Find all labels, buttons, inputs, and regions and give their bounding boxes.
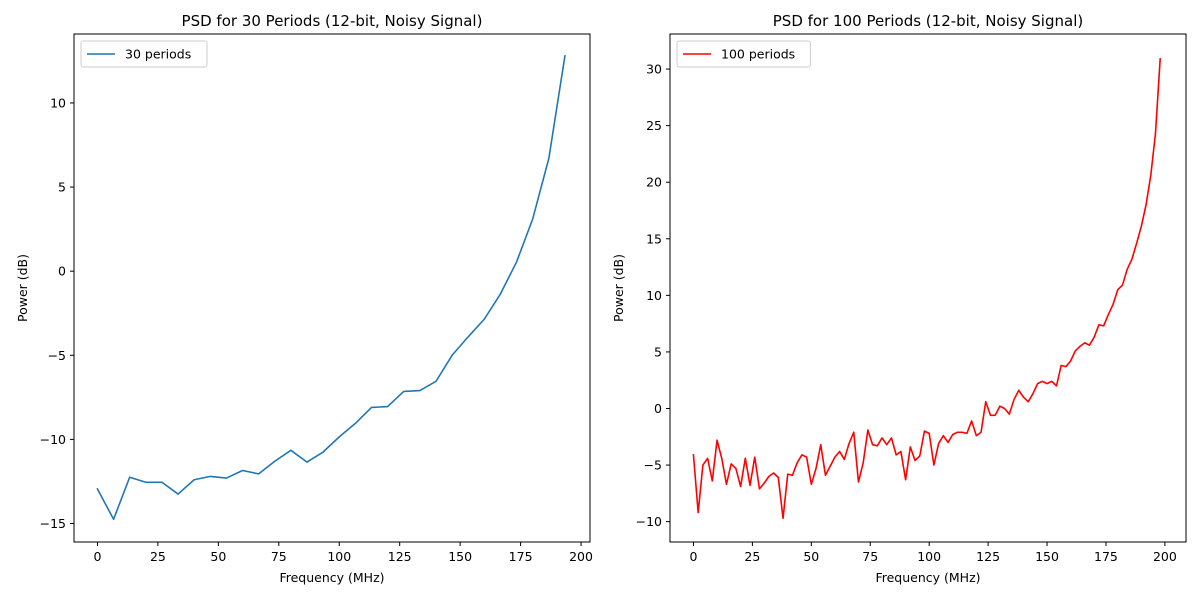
y-tick-label: 10 — [646, 288, 662, 303]
x-tick-label: 50 — [210, 549, 226, 564]
x-tick-label: 25 — [744, 549, 760, 564]
x-tick-label: 125 — [388, 549, 412, 564]
y-tick-label: 30 — [646, 62, 662, 77]
legend-label: 30 periods — [125, 47, 191, 62]
x-tick-label: 75 — [271, 549, 287, 564]
axes-border — [73, 33, 591, 543]
chart-30-periods: PSD for 30 Periods (12-bit, Noisy Signal… — [15, 12, 593, 585]
y-tick-label: 15 — [646, 231, 662, 246]
legend-label: 100 periods — [721, 47, 795, 62]
y-tick-label: −5 — [644, 458, 662, 473]
x-tick-label: 100 — [327, 549, 351, 564]
x-axis-label: Frequency (MHz) — [279, 570, 384, 585]
legend-box — [676, 40, 811, 68]
y-tick-label: −5 — [48, 348, 66, 363]
y-tick-label: −10 — [636, 514, 662, 529]
y-tick-label: 0 — [654, 401, 662, 416]
tick-group: 0 25 50 75 100 125 150 175 200 −15 −10 −5 0 5 10 — [40, 95, 593, 564]
x-tick-label: 50 — [803, 549, 819, 564]
x-axis-label: Frequency (MHz) — [875, 570, 980, 585]
series-line — [96, 54, 566, 521]
y-tick-label: 20 — [646, 175, 662, 190]
plot-lines — [692, 58, 1162, 520]
y-tick-label: 25 — [646, 118, 662, 133]
x-tick-label: 175 — [1094, 549, 1118, 564]
y-tick-label: 5 — [58, 180, 66, 195]
x-tick-label: 125 — [976, 549, 1000, 564]
x-tick-label: 200 — [1153, 549, 1177, 564]
series-line — [692, 58, 1162, 520]
x-tick-label: 175 — [509, 549, 533, 564]
y-axis-label: Power (dB) — [611, 254, 626, 322]
chart-100-periods: PSD for 100 Periods (12-bit, Noisy Signa… — [611, 12, 1187, 585]
x-tick-label: 100 — [917, 549, 941, 564]
axes-frame — [73, 33, 591, 543]
x-tick-label: 75 — [862, 549, 878, 564]
chart-title: PSD for 100 Periods (12-bit, Noisy Signa… — [773, 12, 1083, 30]
y-tick-label: 5 — [654, 344, 662, 359]
axes-border — [669, 33, 1187, 543]
y-tick-label: −15 — [40, 516, 66, 531]
y-tick-label: −10 — [40, 432, 66, 447]
y-tick-label: 0 — [58, 264, 66, 279]
x-tick-label: 0 — [689, 549, 697, 564]
legend-box — [80, 40, 208, 68]
x-tick-label: 150 — [1035, 549, 1059, 564]
x-tick-label: 25 — [150, 549, 166, 564]
y-axis-label: Power (dB) — [15, 254, 30, 322]
chart-title: PSD for 30 Periods (12-bit, Noisy Signal… — [182, 12, 483, 30]
x-tick-label: 0 — [93, 549, 101, 564]
axes-frame — [669, 33, 1187, 543]
x-tick-label: 150 — [448, 549, 472, 564]
legend: 30 periods — [80, 40, 208, 68]
y-tick-label: 10 — [50, 95, 66, 110]
x-tick-label: 200 — [569, 549, 593, 564]
tick-group: 0 25 50 75 100 125 150 175 200 −10 −5 0 5 10 15 20 25 30 — [636, 62, 1177, 564]
legend: 100 periods — [676, 40, 811, 68]
plot-lines — [96, 54, 566, 521]
